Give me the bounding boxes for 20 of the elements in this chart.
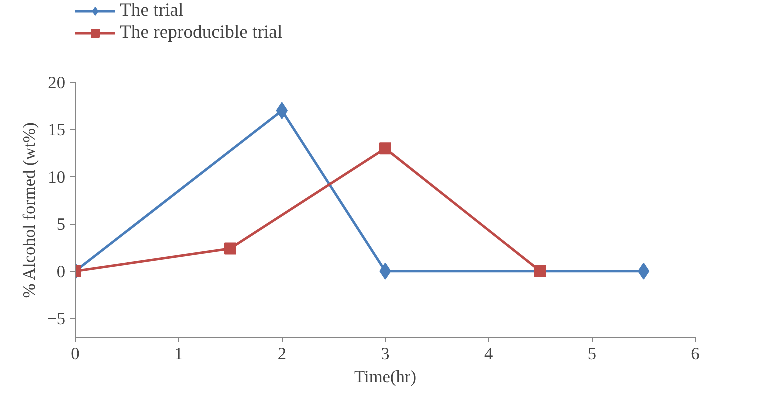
y-tick-label: 15 (48, 120, 66, 140)
x-tick-label: 4 (484, 344, 494, 364)
point (380, 142, 392, 155)
x-tick-label: 2 (278, 344, 287, 364)
legend-label: The trial (120, 0, 184, 22)
point (534, 265, 546, 278)
point (224, 242, 236, 255)
y-tick-label: 10 (48, 168, 66, 187)
x-axis-title: Time(hr) (354, 368, 417, 386)
y-tick-label: 5 (56, 215, 66, 234)
y-tick-label: −5 (47, 310, 66, 329)
y-tick-label: 20 (48, 74, 66, 92)
x-tick-label: 0 (71, 344, 80, 364)
x-tick-label: 1 (174, 344, 184, 364)
legend-label: The reproducible trial (120, 22, 283, 44)
y-tick-label: 0 (56, 262, 66, 282)
x-tick-label: 3 (381, 344, 390, 364)
x-tick-label: 5 (588, 344, 597, 364)
x-tick-label: 6 (691, 344, 700, 364)
y-axis-title: % Alcohol formed (wt%) (20, 122, 40, 298)
